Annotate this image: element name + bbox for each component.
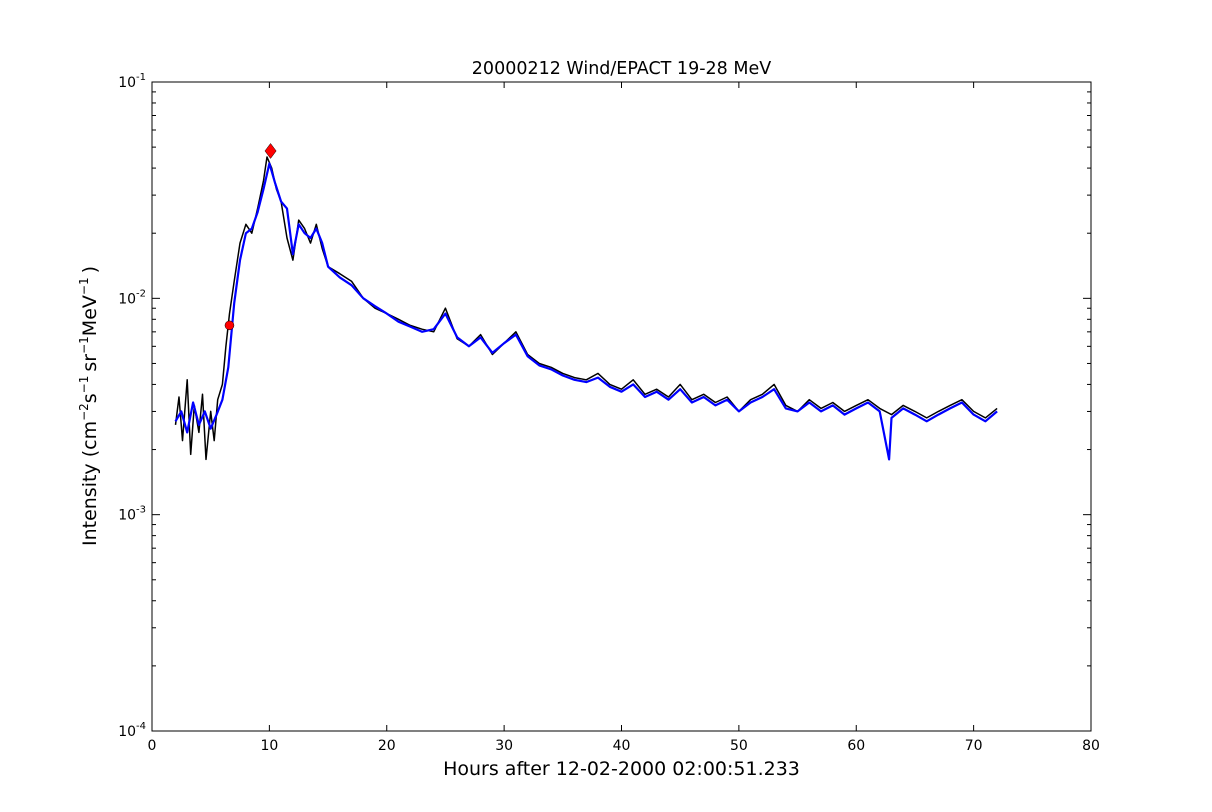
y-tick-label: 10-1 <box>118 72 146 91</box>
series-line-1 <box>174 156 998 461</box>
y-axis-label-s: s <box>79 393 101 403</box>
marker-diamond <box>264 143 277 159</box>
y-tick-label: 10-3 <box>118 505 146 524</box>
y-axis-label-exp1: −2 <box>77 403 91 421</box>
y-axis-label-exp4: −1 <box>77 277 91 295</box>
x-tick-label: 30 <box>495 738 513 754</box>
axis-ticks: 0 10 20 30 40 50 60 70 80 10-4 10-3 10-2 10-1 <box>118 72 1100 754</box>
x-tick-label: 20 <box>378 738 396 754</box>
y-tick-label: 10-4 <box>118 721 146 740</box>
plot-data-layer <box>174 143 998 461</box>
y-axis-label-suffix: ) <box>79 266 101 273</box>
y-tick-label: 10-2 <box>118 288 146 307</box>
x-axis-label: Hours after 12-02-2000 02:00:51.233 <box>443 758 800 780</box>
y-axis-label-exp3: −1 <box>77 336 91 354</box>
y-axis-label: Intensity (cm−2s−1sr−1MeV−1) <box>77 266 101 546</box>
marker-circle <box>224 320 235 331</box>
x-tick-label: 50 <box>730 738 748 754</box>
x-tick-label: 60 <box>847 738 865 754</box>
y-axis-label-prefix: Intensity (cm <box>79 421 101 546</box>
x-tick-label: 0 <box>148 738 157 754</box>
x-tick-label: 80 <box>1082 738 1100 754</box>
x-tick-label: 40 <box>613 738 631 754</box>
y-axis-label-mev: MeV <box>79 295 101 336</box>
x-tick-label: 10 <box>260 738 278 754</box>
series-line-2 <box>174 162 998 461</box>
y-axis-label-sr: sr <box>79 354 101 372</box>
y-axis-label-exp2: −1 <box>77 376 91 394</box>
x-tick-label: 70 <box>965 738 983 754</box>
plot-frame <box>151 81 1092 732</box>
chart-title: 20000212 Wind/EPACT 19-28 MeV <box>472 59 771 79</box>
